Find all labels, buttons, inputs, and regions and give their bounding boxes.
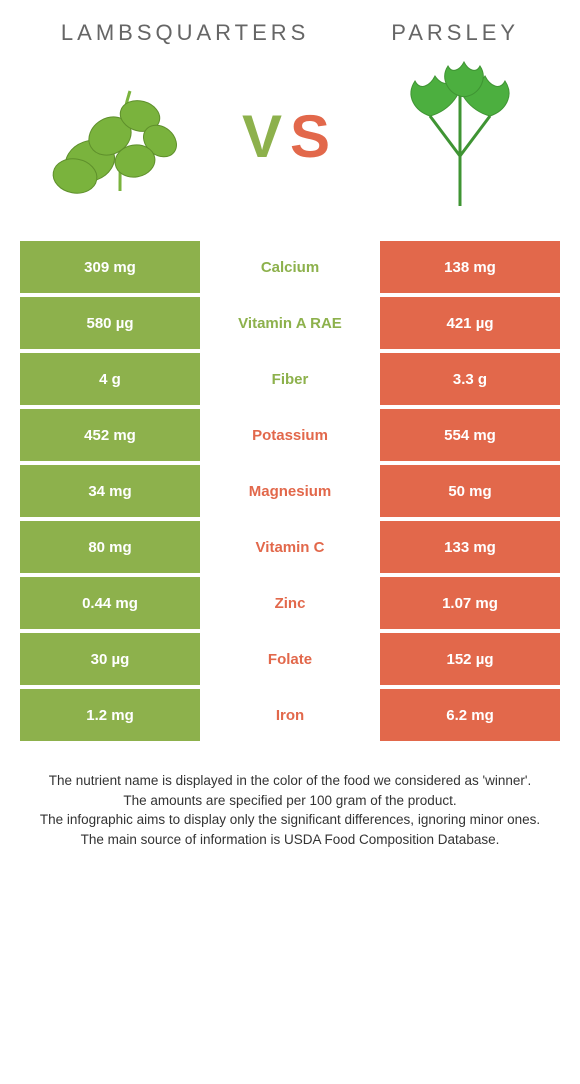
table-row: 309 mgCalcium138 mg: [20, 241, 560, 293]
footer-line-4: The main source of information is USDA F…: [26, 830, 554, 850]
table-row: 34 mgMagnesium50 mg: [20, 465, 560, 517]
left-value: 0.44 mg: [20, 577, 200, 629]
right-value: 554 mg: [380, 409, 560, 461]
right-value: 133 mg: [380, 521, 560, 573]
nutrient-label: Potassium: [200, 409, 380, 461]
nutrient-label: Folate: [200, 633, 380, 685]
left-value: 1.2 mg: [20, 689, 200, 741]
table-row: 1.2 mgIron6.2 mg: [20, 689, 560, 741]
table-row: 30 µgFolate152 µg: [20, 633, 560, 685]
header: Lambsquarters Parsley: [20, 20, 560, 46]
table-row: 452 mgPotassium554 mg: [20, 409, 560, 461]
vs-s: S: [290, 103, 338, 170]
nutrient-label: Vitamin A RAE: [200, 297, 380, 349]
table-row: 0.44 mgZinc1.07 mg: [20, 577, 560, 629]
table-row: 580 µgVitamin A RAE421 µg: [20, 297, 560, 349]
nutrient-label: Iron: [200, 689, 380, 741]
right-food-title: Parsley: [391, 20, 519, 46]
right-value: 6.2 mg: [380, 689, 560, 741]
footer-line-1: The nutrient name is displayed in the co…: [26, 771, 554, 791]
nutrient-label: Fiber: [200, 353, 380, 405]
right-value: 421 µg: [380, 297, 560, 349]
left-value: 80 mg: [20, 521, 200, 573]
nutrient-label: Magnesium: [200, 465, 380, 517]
nutrient-label: Vitamin C: [200, 521, 380, 573]
left-value: 34 mg: [20, 465, 200, 517]
left-value: 452 mg: [20, 409, 200, 461]
vs-label: VS: [242, 102, 338, 171]
left-value: 309 mg: [20, 241, 200, 293]
footer-line-2: The amounts are specified per 100 gram o…: [26, 791, 554, 811]
nutrient-comparison-table: 309 mgCalcium138 mg580 µgVitamin A RAE42…: [20, 241, 560, 741]
lambsquarters-image: [40, 61, 200, 211]
nutrient-label: Zinc: [200, 577, 380, 629]
images-row: VS: [20, 61, 560, 211]
left-value: 4 g: [20, 353, 200, 405]
parsley-image: [380, 61, 540, 211]
right-value: 138 mg: [380, 241, 560, 293]
right-value: 1.07 mg: [380, 577, 560, 629]
nutrient-label: Calcium: [200, 241, 380, 293]
vs-v: V: [242, 103, 290, 170]
footer-notes: The nutrient name is displayed in the co…: [20, 761, 560, 849]
left-value: 30 µg: [20, 633, 200, 685]
table-row: 80 mgVitamin C133 mg: [20, 521, 560, 573]
right-value: 152 µg: [380, 633, 560, 685]
footer-line-3: The infographic aims to display only the…: [26, 810, 554, 830]
table-row: 4 gFiber3.3 g: [20, 353, 560, 405]
left-food-title: Lambsquarters: [61, 20, 309, 46]
right-value: 50 mg: [380, 465, 560, 517]
left-value: 580 µg: [20, 297, 200, 349]
right-value: 3.3 g: [380, 353, 560, 405]
